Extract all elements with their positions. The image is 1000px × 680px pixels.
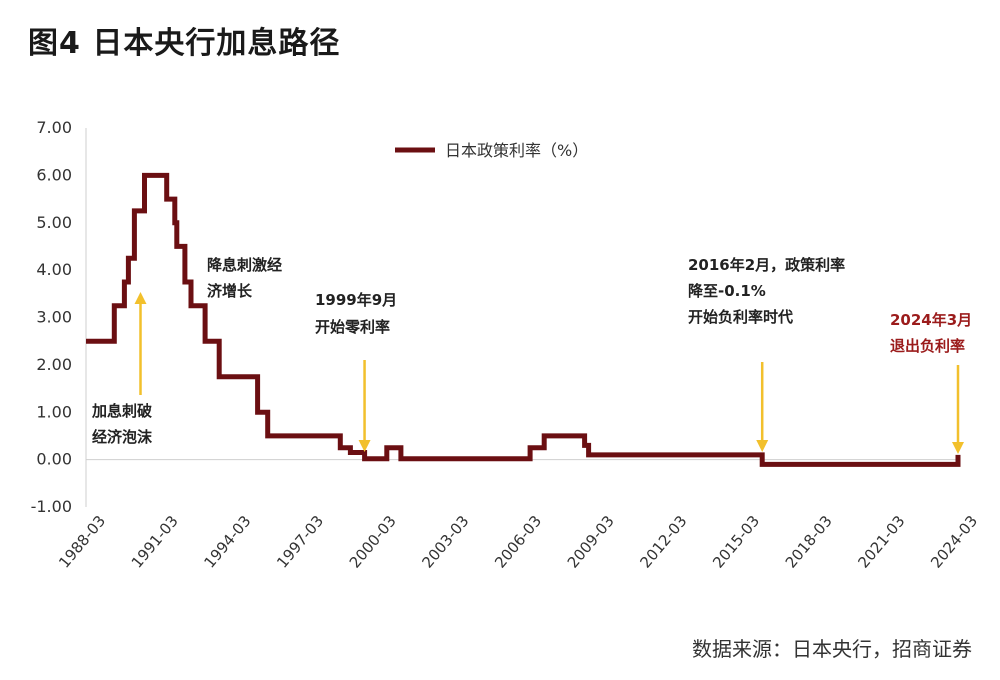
x-tick-label: 2018-03 [782, 512, 836, 572]
y-axis-ticks: 7.00 6.00 5.00 4.00 3.00 2.00 1.00 0.00 -1.00 [31, 118, 72, 516]
x-tick-label: 1994-03 [200, 512, 254, 572]
annotation-arrowhead [134, 292, 147, 304]
annotation-line: 降息刺激经 [207, 256, 282, 274]
y-tick-label: 1.00 [36, 402, 72, 421]
annotation-line: 2024年3月 [890, 311, 972, 329]
policy-rate-line [86, 172, 961, 467]
y-tick-label: 5.00 [36, 213, 72, 232]
chart-legend: 日本政策利率（%） [395, 141, 588, 160]
x-tick-label: 1997-03 [273, 512, 327, 572]
y-tick-label: -1.00 [31, 497, 72, 516]
y-tick-label: 7.00 [36, 118, 72, 137]
x-axis-ticks: 1988-03 1991-03 1994-03 1997-03 2000-03 2003-… [55, 512, 981, 572]
x-tick-label: 1991-03 [128, 512, 182, 572]
x-tick-label: 2000-03 [346, 512, 400, 572]
legend-label: 日本政策利率（%） [445, 141, 588, 160]
x-tick-label: 1988-03 [55, 512, 109, 572]
annotation-line: 降至-0.1% [688, 282, 766, 300]
x-tick-label: 2003-03 [418, 512, 472, 572]
x-tick-label: 2021-03 [854, 512, 908, 572]
annotation-arrowhead [952, 442, 964, 454]
annotation-line: 开始负利率时代 [688, 308, 793, 326]
series-layer [86, 172, 961, 467]
y-tick-label: 3.00 [36, 308, 72, 327]
annotation-arrows [134, 292, 964, 454]
annotation-line: 退出负利率 [890, 337, 965, 355]
x-tick-label: 2012-03 [636, 512, 690, 572]
annotation-line: 加息刺破 [91, 402, 152, 420]
x-tick-label: 2009-03 [564, 512, 618, 572]
y-tick-label: 4.00 [36, 260, 72, 279]
y-tick-label: 0.00 [36, 450, 72, 469]
y-tick-label: 2.00 [36, 355, 72, 374]
annotation-line: 1999年9月 [315, 291, 397, 309]
x-tick-label: 2015-03 [709, 512, 763, 572]
annotation-arrowhead [358, 440, 371, 452]
annotation-line: 开始零利率 [315, 318, 390, 336]
x-tick-label: 2024-03 [927, 512, 981, 572]
y-tick-label: 6.00 [36, 165, 72, 184]
source-note: 数据来源：日本央行，招商证券 [692, 637, 972, 661]
annotation-arrowhead [756, 440, 769, 452]
x-tick-label: 2006-03 [491, 512, 545, 572]
annotation-line: 经济泡沫 [92, 428, 153, 446]
annotation-line: 2016年2月，政策利率 [688, 256, 845, 274]
page-title: 图4 日本央行加息路径 [28, 26, 341, 61]
annotation-line: 济增长 [207, 282, 253, 300]
chart-axes [85, 128, 958, 507]
